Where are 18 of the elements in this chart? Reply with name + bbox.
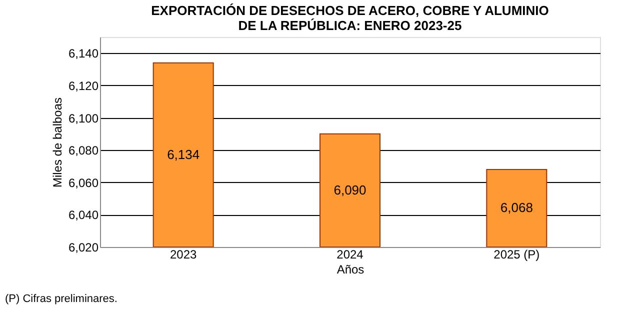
x-axis-title: Años [336,262,364,276]
y-tick-label: 6,120 [68,78,99,93]
y-tick-label: 6,080 [68,144,99,158]
text: (P) Cifras preliminares. [5,293,118,305]
x-tick-label: 2025 (P) [494,248,540,262]
y-tick-label: 6,020 [68,240,99,254]
y-tick-label: 6,040 [68,208,99,222]
data-label: 6,134 [167,146,200,162]
data-label: 6,090 [334,182,366,198]
x-tick-label: 2024 [336,248,364,262]
y-tick-label: 6,100 [68,111,99,126]
y-axis-title: Miles de balboas [50,97,64,188]
text: EXPORTACIÓN DE DESECHOS DE ACERO, COBRE Y ALUMINIO [151,3,549,18]
data-label: 6,068 [500,200,533,216]
y-tick-label: 6,060 [68,176,99,190]
text: DE LA REPÚBLICA: ENERO 2023-25 [238,18,462,33]
y-tick-label: 6,140 [68,46,99,61]
x-tick-label: 2023 [170,248,198,262]
